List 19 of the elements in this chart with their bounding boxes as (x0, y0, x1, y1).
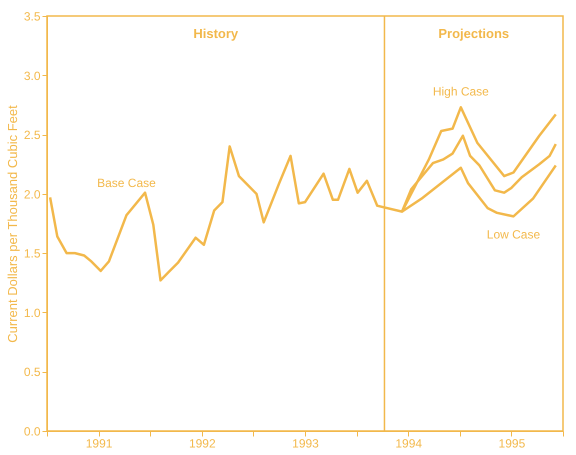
y-tick-label: 0.5 (24, 365, 41, 380)
annotation: History (193, 26, 239, 41)
y-axis-title: Current Dollars per Thousand Cubic Feet (4, 104, 20, 343)
y-tick-label: 1.5 (24, 246, 41, 261)
annotation: Projections (438, 26, 510, 41)
x-tick-label: 1991 (86, 436, 113, 450)
y-tick-label: 2.5 (24, 128, 41, 142)
y-tick-label: 0.0 (24, 424, 41, 438)
y-tick-label: 3.5 (24, 10, 41, 24)
series-label: Base Case (97, 176, 156, 190)
y-tick-label: 2.0 (24, 187, 41, 202)
y-tick-label: 3.0 (24, 68, 41, 83)
x-tick-label: 1995 (498, 436, 526, 450)
series-label: High Case (432, 84, 490, 98)
x-tick-label: 1992 (188, 436, 216, 450)
x-tick-label: 1994 (395, 436, 422, 450)
x-tick-label: 1993 (292, 436, 320, 450)
series-label: Low Case (486, 227, 540, 242)
y-tick-label: 1.0 (24, 306, 41, 320)
